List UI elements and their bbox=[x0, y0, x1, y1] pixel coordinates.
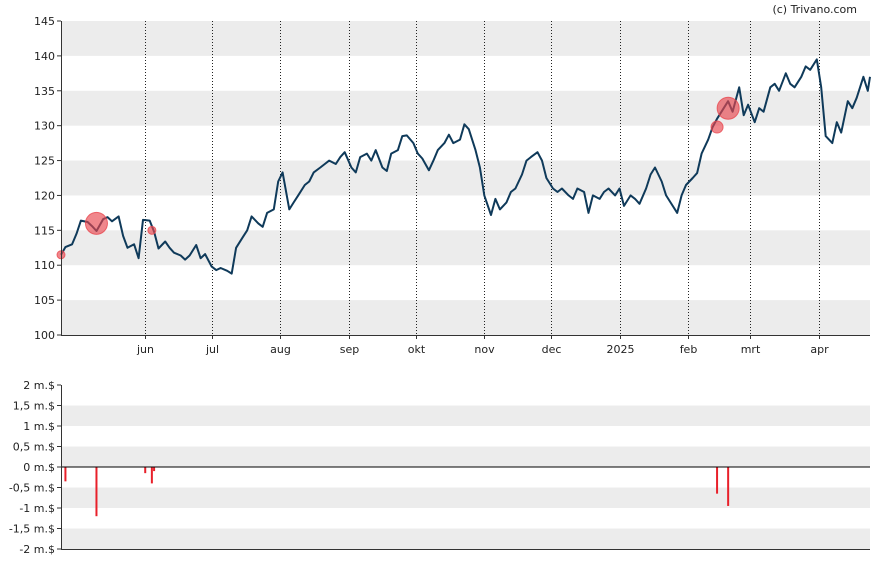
volume-bar bbox=[144, 467, 147, 474]
copyright-label: (c) Trivano.com bbox=[772, 3, 857, 16]
x-tick-label: jul bbox=[205, 343, 219, 356]
price-bands bbox=[61, 21, 870, 335]
y-tick-label: 130 bbox=[34, 120, 55, 133]
volume-y-tick-label: 1 m.$ bbox=[23, 420, 55, 433]
y-tick-label: 135 bbox=[34, 85, 55, 98]
volume-band bbox=[61, 405, 870, 426]
volume-y-axis: -2 m.$ -1,5 m.$ -1 m.$ -0,5 m.$ 0 m.$ 0,5 m.$… bbox=[9, 379, 61, 556]
volume-y-tick-label: 1,5 m.$ bbox=[13, 400, 55, 413]
x-tick-label: feb bbox=[680, 343, 698, 356]
price-x-axis: jun jul aug sep okt nov dec 2025 feb mrt apr bbox=[136, 335, 829, 356]
x-tick-label: jun bbox=[136, 343, 154, 356]
volume-y-tick-label: 0 m.$ bbox=[23, 461, 55, 474]
volume-y-tick-label: -1,5 m.$ bbox=[9, 523, 55, 536]
volume-band bbox=[61, 446, 870, 467]
volume-bar bbox=[716, 467, 719, 494]
y-tick-label: 115 bbox=[34, 224, 55, 237]
price-panel: 100 105 110 115 120 125 130 135 140 145 jun jul aug… bbox=[34, 15, 871, 356]
x-tick-label: nov bbox=[474, 343, 495, 356]
y-tick-label: 120 bbox=[34, 189, 55, 202]
volume-bar bbox=[64, 467, 67, 482]
x-tick-label: aug bbox=[270, 343, 291, 356]
x-tick-label: apr bbox=[810, 343, 829, 356]
y-tick-label: 140 bbox=[34, 50, 55, 63]
y-tick-label: 125 bbox=[34, 155, 55, 168]
price-y-axis: 100 105 110 115 120 125 130 135 140 145 bbox=[34, 15, 61, 342]
volume-y-tick-label: -1 m.$ bbox=[19, 502, 55, 515]
insider-marker bbox=[710, 120, 724, 134]
volume-y-tick-label: -0,5 m.$ bbox=[9, 482, 55, 495]
volume-band bbox=[61, 528, 870, 549]
y-tick-label: 100 bbox=[34, 329, 55, 342]
insider-volume-panel: -2 m.$ -1,5 m.$ -1 m.$ -0,5 m.$ 0 m.$ 0,5 m.$… bbox=[9, 379, 870, 556]
price-band bbox=[61, 300, 870, 335]
volume-frame bbox=[61, 385, 870, 550]
volume-y-tick-label: 0,5 m.$ bbox=[13, 441, 55, 454]
volume-bar bbox=[95, 467, 98, 517]
price-frame bbox=[61, 21, 870, 336]
price-band bbox=[61, 21, 870, 56]
volume-bands bbox=[61, 405, 870, 549]
x-tick-label: 2025 bbox=[607, 343, 635, 356]
x-tick-label: okt bbox=[408, 343, 426, 356]
insider-markers bbox=[56, 96, 740, 260]
y-tick-label: 110 bbox=[34, 259, 55, 272]
insider-marker bbox=[147, 225, 157, 235]
price-band bbox=[61, 230, 870, 266]
volume-band bbox=[61, 487, 870, 508]
volume-bar bbox=[150, 467, 153, 484]
insider-marker bbox=[716, 96, 740, 120]
y-tick-label: 105 bbox=[34, 294, 55, 307]
price-line bbox=[60, 58, 871, 275]
x-tick-label: sep bbox=[340, 343, 359, 356]
price-band bbox=[61, 160, 870, 196]
volume-y-tick-label: -2 m.$ bbox=[19, 543, 55, 556]
volume-bar bbox=[727, 467, 730, 506]
price-line-group bbox=[60, 58, 871, 275]
insider-marker bbox=[84, 211, 108, 235]
x-tick-label: dec bbox=[542, 343, 562, 356]
volume-y-tick-label: 2 m.$ bbox=[23, 379, 55, 392]
volume-bar bbox=[153, 467, 156, 472]
y-tick-label: 145 bbox=[34, 15, 55, 28]
volume-bars bbox=[64, 467, 730, 517]
x-tick-label: mrt bbox=[741, 343, 761, 356]
